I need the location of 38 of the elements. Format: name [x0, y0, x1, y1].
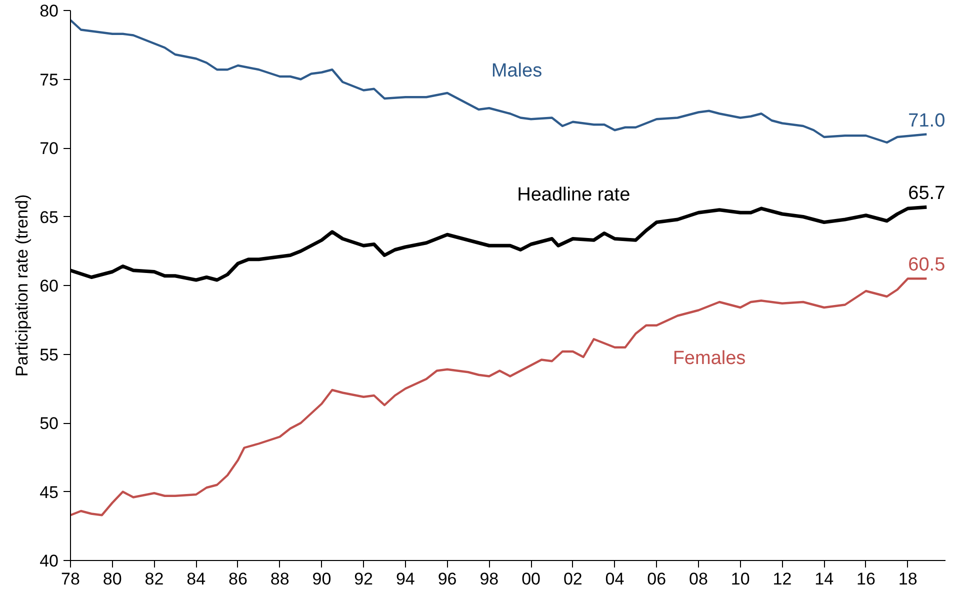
- y-axis-title: Participation rate (trend): [12, 194, 32, 377]
- series-label: Headline rate: [517, 184, 630, 206]
- x-tick-label: 90: [312, 570, 332, 588]
- y-tick-label: 70: [40, 139, 59, 158]
- x-tick-label: 00: [522, 570, 540, 588]
- x-tick-label: 78: [61, 570, 80, 588]
- x-tick-label: 10: [730, 570, 750, 588]
- y-tick-label: 60: [40, 276, 59, 296]
- y-tick-label: 45: [40, 482, 59, 502]
- y-tick-label: 80: [40, 2, 59, 20]
- y-tick-label: 40: [40, 552, 59, 570]
- y-tick-label: 50: [40, 414, 59, 433]
- x-tick-label: 86: [228, 570, 248, 588]
- x-tick-label: 92: [354, 570, 374, 588]
- x-tick-label: 06: [647, 570, 666, 588]
- series-label: Females: [672, 348, 746, 369]
- x-tick-label: 82: [144, 570, 164, 588]
- line-series: [70, 278, 928, 516]
- y-tick-label: 55: [40, 345, 59, 364]
- x-tick-label: 94: [396, 570, 415, 588]
- x-tick-label: 16: [856, 570, 876, 588]
- data-label: 71.0: [908, 110, 946, 132]
- x-tick-label: 14: [814, 570, 834, 588]
- data-label: 60.5: [908, 254, 946, 276]
- x-tick-label: 84: [186, 570, 206, 588]
- x-tick-label: 88: [270, 570, 290, 588]
- x-tick-label: 12: [772, 570, 792, 588]
- x-tick-label: 02: [563, 570, 582, 588]
- data-label: 65.7: [908, 183, 946, 204]
- x-tick-label: 18: [898, 570, 918, 588]
- y-tick-label: 65: [40, 208, 59, 227]
- x-tick-label: 80: [102, 570, 122, 588]
- x-tick-label: 98: [480, 570, 499, 588]
- y-tick-label: 75: [40, 70, 59, 90]
- x-tick-label: 08: [689, 570, 708, 588]
- x-tick-label: 96: [438, 570, 457, 588]
- x-tick-label: 04: [605, 570, 624, 588]
- series-label: Males: [491, 60, 542, 82]
